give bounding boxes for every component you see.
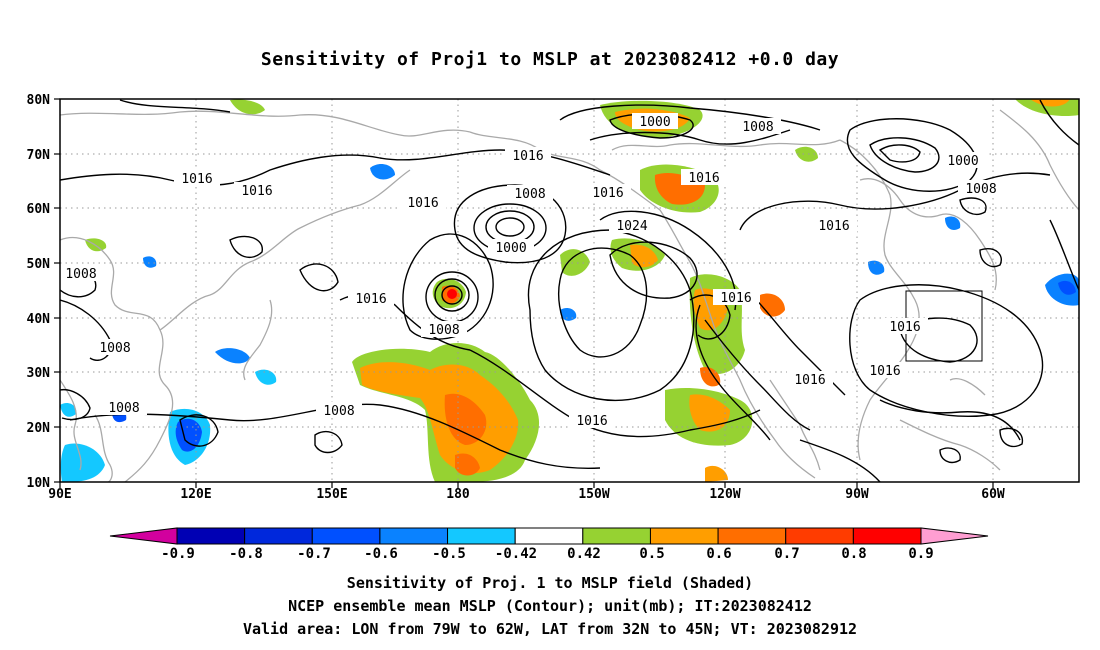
- shading-labrador: [795, 146, 818, 162]
- lat-label: 30N: [27, 366, 51, 381]
- colorbar-label: 0.42: [567, 546, 601, 562]
- lat-label: 60N: [27, 202, 51, 217]
- contour-label: 1016: [355, 292, 386, 307]
- colorbar-label: -0.9: [161, 546, 195, 562]
- contour-label: 1008: [965, 182, 996, 197]
- shading-hudson: [868, 260, 885, 275]
- mslp-contours: [60, 99, 1079, 482]
- shading-asia-green2: [230, 99, 265, 115]
- colorbar-swatch: [379, 527, 449, 545]
- colorbar: -0.9 -0.8 -0.7 -0.6 -0.5 -0.42 0.42 0.5 …: [109, 527, 989, 562]
- lat-label: 10N: [27, 476, 51, 491]
- contour-label: 1000: [495, 241, 526, 256]
- lon-label: 120E: [180, 487, 211, 502]
- contour-label: 1016: [889, 320, 920, 335]
- shading-east-pacific-2o: [689, 394, 730, 432]
- colorbar-label: -0.8: [229, 546, 263, 562]
- colorbar-label: 0.5: [639, 546, 664, 562]
- colorbar-label: 0.6: [706, 546, 731, 562]
- contour-label: 1016: [794, 373, 825, 388]
- lat-label: 40N: [27, 312, 51, 327]
- coastlines: [60, 109, 1079, 482]
- footer-line-shading: Sensitivity of Proj. 1 to MSLP field (Sh…: [346, 574, 754, 592]
- lon-label: 150E: [316, 487, 347, 502]
- shading-scs: [60, 443, 105, 482]
- contour-label: 1008: [742, 120, 773, 135]
- shading-ocean-blue2: [255, 369, 277, 385]
- lat-label: 20N: [27, 421, 51, 436]
- contour-label: 1008: [428, 323, 459, 338]
- contour-label: 1008: [99, 341, 130, 356]
- colorbar-label: -0.7: [297, 546, 331, 562]
- lat-label: 50N: [27, 257, 51, 272]
- contour-labels: 1016 1016 1016 1016 1016 1016 1016 1016 …: [60, 113, 1004, 429]
- lon-label: 150W: [578, 487, 609, 502]
- sensitivity-shading: [60, 99, 1079, 482]
- colorbar-label: 0.7: [774, 546, 799, 562]
- colorbar-swatch: [311, 527, 381, 545]
- contour-label: 1008: [65, 267, 96, 282]
- footer-line-contour: NCEP ensemble mean MSLP (Contour); unit(…: [288, 597, 812, 615]
- map-frame: [59, 98, 1080, 483]
- lat-label: 80N: [27, 93, 51, 108]
- colorbar-swatch: [717, 527, 787, 545]
- colorbar-label: -0.42: [495, 546, 537, 562]
- footer-line-valid-area: Valid area: LON from 79W to 62W, LAT fro…: [242, 620, 858, 638]
- shading-okhotsk: [370, 164, 395, 180]
- contour-label: 1000: [639, 115, 670, 130]
- contour-label: 1008: [323, 404, 354, 419]
- colorbar-swatch: [447, 527, 516, 545]
- colorbar-swatch: [852, 527, 922, 545]
- contour-label: 1016: [181, 172, 212, 187]
- map-title: Sensitivity of Proj1 to MSLP at 20230824…: [260, 49, 840, 70]
- contour-label: 1016: [592, 186, 623, 201]
- shading-labrador-blue: [945, 216, 961, 230]
- shading-mexico: [705, 465, 728, 482]
- lon-label: 90W: [845, 487, 869, 502]
- colorbar-label: 0.8: [841, 546, 866, 562]
- contour-label: 1016: [869, 364, 900, 379]
- colorbar-label: -0.5: [432, 546, 466, 562]
- contour-label: 1024: [616, 219, 647, 234]
- contour-label: 1008: [108, 401, 139, 416]
- axis-ticks: [54, 98, 994, 488]
- contour-label: 1016: [720, 291, 751, 306]
- contour-label: 1016: [241, 184, 272, 199]
- longitude-labels: 90E 120E 150E 180 150W 120W 90W 60W: [48, 487, 1005, 502]
- contour-label: 1016: [407, 196, 438, 211]
- latitude-labels: 80N 70N 60N 50N 40N 30N 20N 10N: [27, 93, 51, 491]
- lon-label: 90E: [48, 487, 71, 502]
- colorbar-label: -0.6: [364, 546, 398, 562]
- colorbar-swatch: [176, 527, 246, 545]
- shading-central-pacific-orange: [360, 362, 519, 474]
- colorbar-label: 0.9: [908, 546, 933, 562]
- contour-label: 1016: [688, 171, 719, 186]
- colorbar-swatch: [514, 527, 584, 545]
- shading-atlantic-blue2: [1058, 280, 1076, 295]
- shading-central-pacific-dark: [444, 393, 487, 445]
- contour-label: 1016: [818, 219, 849, 234]
- contour-label: 1016: [576, 414, 607, 429]
- shading-asia-blue1: [143, 256, 157, 268]
- contour-label: 1000: [947, 154, 978, 169]
- colorbar-swatch: [582, 527, 651, 545]
- contour-label: 1008: [514, 187, 545, 202]
- lon-label: 120W: [709, 487, 740, 502]
- shading-ocean-blue1: [215, 348, 250, 364]
- colorbar-swatch: [244, 527, 313, 545]
- shading-central-pacific-dark2: [455, 453, 480, 476]
- colorbar-swatch: [649, 527, 719, 545]
- shading-canada-green: [560, 249, 590, 276]
- lat-label: 70N: [27, 148, 51, 163]
- lon-label: 60W: [981, 487, 1005, 502]
- lon-label: 180: [446, 487, 470, 502]
- shading-india-blue: [60, 403, 77, 417]
- colorbar-swatch: [785, 527, 854, 545]
- colorbar-min-triangle: [109, 527, 178, 545]
- colorbar-max-triangle: [920, 527, 989, 545]
- contour-label: 1016: [512, 149, 543, 164]
